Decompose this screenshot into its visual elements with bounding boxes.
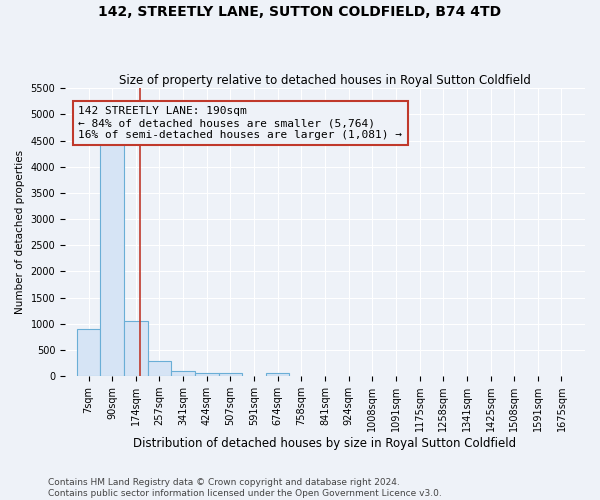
X-axis label: Distribution of detached houses by size in Royal Sutton Coldfield: Distribution of detached houses by size … bbox=[133, 437, 517, 450]
Y-axis label: Number of detached properties: Number of detached properties bbox=[15, 150, 25, 314]
Bar bbox=[100, 136, 124, 376]
Text: 142, STREETLY LANE, SUTTON COLDFIELD, B74 4TD: 142, STREETLY LANE, SUTTON COLDFIELD, B7… bbox=[98, 5, 502, 19]
Bar bbox=[124, 320, 148, 376]
Bar bbox=[195, 373, 218, 376]
Bar bbox=[77, 329, 100, 376]
Bar bbox=[266, 373, 289, 376]
Bar bbox=[218, 373, 242, 376]
Title: Size of property relative to detached houses in Royal Sutton Coldfield: Size of property relative to detached ho… bbox=[119, 74, 531, 87]
Text: Contains HM Land Registry data © Crown copyright and database right 2024.
Contai: Contains HM Land Registry data © Crown c… bbox=[48, 478, 442, 498]
Bar bbox=[148, 360, 171, 376]
Text: 142 STREETLY LANE: 190sqm
← 84% of detached houses are smaller (5,764)
16% of se: 142 STREETLY LANE: 190sqm ← 84% of detac… bbox=[78, 106, 402, 140]
Bar bbox=[172, 371, 195, 376]
